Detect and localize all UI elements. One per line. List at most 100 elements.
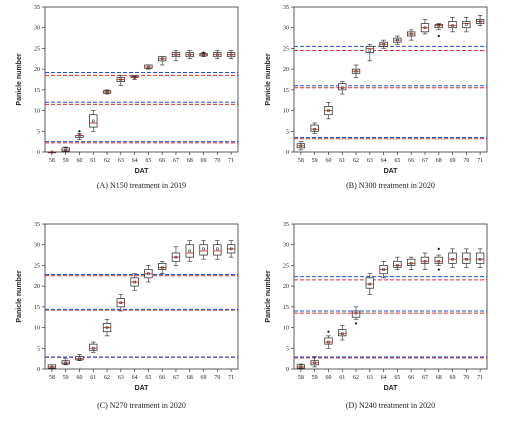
box-65: [393, 256, 402, 270]
x-tick-label: 63: [118, 158, 124, 164]
x-tick-label: 66: [159, 158, 165, 164]
box-62: [102, 318, 112, 337]
x-tick-label: 61: [90, 158, 96, 164]
mean-marker: [147, 272, 150, 275]
x-tick-label: 68: [436, 375, 442, 381]
mean-marker: [478, 20, 482, 23]
box-60: [324, 101, 333, 120]
mean-marker: [160, 266, 164, 269]
y-tick-label: 35: [283, 222, 289, 228]
x-tick-label: 64: [381, 375, 387, 381]
box-69: [199, 240, 208, 260]
mean-marker: [229, 247, 233, 251]
x-tick-label: 60: [76, 375, 82, 381]
box-71: [226, 240, 236, 258]
y-tick-label: 30: [283, 243, 289, 249]
y-tick-label: 5: [37, 346, 40, 352]
x-tick-label: 70: [214, 158, 220, 164]
y-tick-label: 20: [283, 284, 289, 290]
y-tick-label: 30: [283, 26, 289, 32]
box-60: [324, 330, 333, 349]
x-axis-label: DAT: [135, 385, 150, 392]
box-65: [144, 64, 153, 70]
x-tick-label: 68: [187, 158, 193, 164]
x-tick-label: 58: [49, 158, 55, 164]
y-tick-label: 10: [34, 109, 40, 115]
mean-marker: [465, 257, 468, 261]
mean-marker: [78, 357, 81, 360]
plot-frame: [44, 223, 239, 370]
outlier-point: [437, 247, 440, 250]
mean-marker: [409, 262, 413, 265]
x-tick-label: 59: [63, 158, 69, 164]
box-69: [199, 51, 208, 58]
box-63: [365, 43, 374, 62]
box-62: [351, 64, 361, 78]
x-tick-label: 62: [353, 158, 359, 164]
x-tick-label: 61: [339, 158, 345, 164]
mean-marker: [133, 280, 136, 284]
mean-marker: [147, 65, 150, 69]
box-66: [158, 56, 167, 66]
y-tick-label: 5: [286, 346, 289, 352]
mean-marker: [423, 260, 427, 263]
y-tick-label: 20: [34, 284, 40, 290]
outlier-point: [437, 34, 440, 38]
box-67: [171, 50, 181, 62]
x-tick-label: 66: [408, 375, 414, 381]
mean-marker: [105, 326, 109, 329]
x-tick-label: 65: [394, 375, 400, 381]
plot-frame: [293, 223, 488, 370]
mean-marker: [299, 365, 303, 369]
box-69: [448, 17, 457, 33]
x-tick-label: 69: [201, 158, 207, 164]
mean-marker: [229, 53, 233, 56]
x-tick-label: 70: [463, 158, 469, 164]
mean-marker: [105, 90, 109, 94]
box-59: [61, 358, 70, 366]
mean-marker: [64, 148, 67, 152]
x-tick-label: 65: [394, 158, 400, 164]
x-tick-label: 71: [477, 158, 483, 164]
y-tick-label: 20: [34, 67, 40, 73]
x-tick-label: 58: [298, 375, 304, 381]
y-tick-label: 10: [34, 326, 40, 332]
box-71: [226, 50, 236, 60]
y-tick-label: 15: [34, 305, 40, 311]
y-tick-label: 30: [34, 26, 40, 32]
y-tick-label: 0: [286, 367, 289, 373]
mean-marker: [382, 268, 385, 271]
x-tick-label: 67: [422, 375, 428, 381]
box-64: [379, 260, 388, 279]
outlier-point: [78, 130, 81, 133]
chart-panel-4: 0 5 10 15 20 25 30 35 58 59 60 61 62 63 64 65 66 67 68 69 70…: [265, 222, 488, 410]
panel-caption: (D) N240 treatment in 2020: [346, 401, 435, 410]
mean-marker: [188, 249, 191, 253]
y-tick-label: 0: [37, 367, 40, 373]
mean-marker: [341, 332, 344, 336]
x-tick-label: 61: [90, 375, 96, 381]
box-62: [102, 89, 112, 95]
x-axis-label: DAT: [384, 168, 399, 175]
mean-marker: [341, 86, 344, 90]
x-tick-label: 71: [228, 375, 234, 381]
box-59: [310, 356, 319, 368]
y-axis-label: Panicle number: [265, 53, 272, 105]
y-tick-label: 10: [283, 109, 289, 115]
box-65: [393, 35, 402, 45]
mean-marker: [64, 361, 67, 365]
box-70: [462, 17, 471, 33]
box-68: [434, 247, 443, 271]
box-64: [379, 39, 388, 49]
mean-marker: [478, 257, 482, 261]
plot-frame: [44, 6, 239, 153]
box-67: [420, 19, 430, 35]
x-tick-label: 63: [367, 158, 373, 164]
mean-marker: [119, 78, 123, 81]
box-58: [47, 364, 57, 370]
box-67: [171, 246, 181, 266]
y-tick-label: 0: [286, 150, 289, 156]
x-tick-label: 66: [159, 375, 165, 381]
box-58: [296, 141, 306, 151]
